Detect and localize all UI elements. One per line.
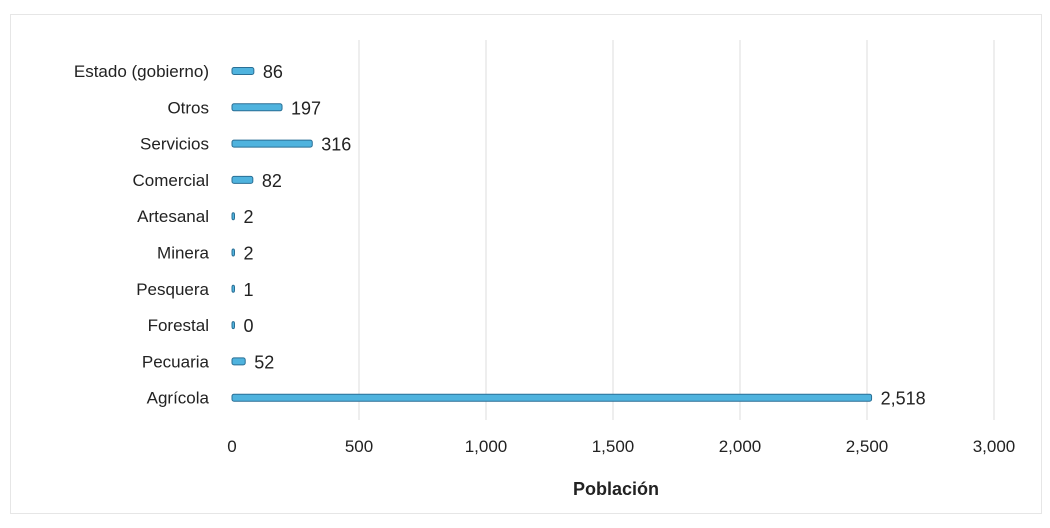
x-axis-title: Población xyxy=(573,479,659,499)
bar xyxy=(231,212,235,221)
bar xyxy=(231,67,255,75)
label-layer: Estado (gobierno) 86 Otros 197 Servicios 316 C… xyxy=(74,62,926,409)
x-tick-label: 2,500 xyxy=(846,437,889,456)
bar xyxy=(231,175,254,184)
tick-layer: 0 500 1,000 1,500 2,000 2,500 3,000 xyxy=(227,437,1015,456)
value-label: 2,518 xyxy=(881,389,926,409)
category-label: Minera xyxy=(157,244,210,263)
category-label: Otros xyxy=(167,98,209,117)
value-label: 86 xyxy=(263,62,283,82)
category-label: Forestal xyxy=(148,316,209,335)
bar xyxy=(231,321,235,330)
category-label: Estado (gobierno) xyxy=(74,62,209,81)
bar-layer xyxy=(231,67,873,402)
value-label: 82 xyxy=(262,171,282,191)
category-label: Pesquera xyxy=(136,280,209,299)
bar xyxy=(231,393,873,402)
x-tick-label: 1,000 xyxy=(465,437,508,456)
value-label: 52 xyxy=(254,352,274,372)
value-label: 316 xyxy=(321,135,351,155)
bar xyxy=(231,357,246,366)
bar xyxy=(231,284,235,293)
bar xyxy=(231,139,313,148)
category-label: Comercial xyxy=(132,171,209,190)
value-label: 0 xyxy=(244,316,254,336)
category-label: Servicios xyxy=(140,135,209,154)
x-tick-label: 3,000 xyxy=(973,437,1016,456)
value-label: 2 xyxy=(244,244,254,264)
bar xyxy=(231,248,235,257)
category-label: Pecuaria xyxy=(142,352,210,371)
x-tick-label: 500 xyxy=(345,437,373,456)
value-label: 197 xyxy=(291,98,321,118)
category-label: Agrícola xyxy=(147,389,210,408)
grid-layer xyxy=(358,40,995,420)
x-tick-label: 0 xyxy=(227,437,236,456)
chart-frame xyxy=(10,14,1042,514)
value-label: 1 xyxy=(244,280,254,300)
category-label: Artesanal xyxy=(137,207,209,226)
value-label: 2 xyxy=(244,207,254,227)
x-tick-label: 2,000 xyxy=(719,437,762,456)
x-tick-label: 1,500 xyxy=(592,437,635,456)
bar xyxy=(231,103,283,112)
